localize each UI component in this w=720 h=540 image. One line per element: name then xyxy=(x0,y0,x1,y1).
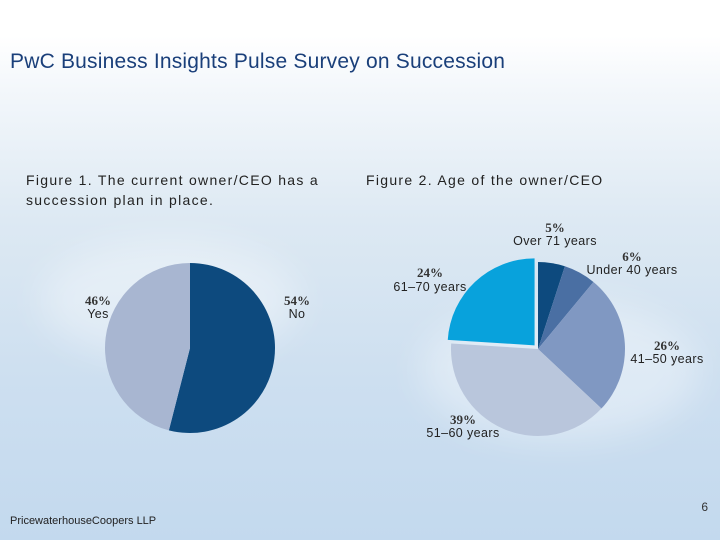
pie-slice-41-50-years xyxy=(538,281,626,409)
pie2-over71-percent-label: 5% xyxy=(545,220,565,235)
pie1-yes-label: Yes xyxy=(87,307,109,321)
figure-1-caption: Figure 1. The current owner/CEO has a su… xyxy=(26,172,319,208)
pie2-61-70-label: 61–70 years xyxy=(393,280,466,294)
pie1-no-label: No xyxy=(289,307,306,321)
pie1-yes-percent-label: 46% xyxy=(85,293,111,308)
pie-slice-61-70-years xyxy=(447,258,535,346)
pie2-over71-label: Over 71 years xyxy=(513,234,597,248)
pie2-51-60-label: 51–60 years xyxy=(426,426,499,440)
pie2-under40-percent-label: 6% xyxy=(622,249,642,264)
pie-slice-under-40-years xyxy=(538,266,594,349)
pie2-61-70-percent-label: 24% xyxy=(417,265,443,280)
page-number: 6 xyxy=(701,500,708,514)
pie-slice-no xyxy=(168,263,275,433)
pie2-41-50-percent-label: 26% xyxy=(654,338,680,353)
page-title: PwC Business Insights Pulse Survey on Su… xyxy=(10,50,506,73)
pie2-under40-label: Under 40 years xyxy=(586,263,677,277)
pie-slice-51-60-years xyxy=(450,343,602,437)
pie-slice-yes xyxy=(104,263,190,431)
pie-slice-over-71-years xyxy=(538,262,565,349)
pie-chart-owner-age xyxy=(447,258,626,437)
figure-2-caption: Figure 2. Age of the owner/CEO xyxy=(366,172,604,188)
pie2-51-60-percent-label: 39% xyxy=(450,412,476,427)
pie-chart-succession-plan xyxy=(104,263,275,433)
pie2-41-50-label: 41–50 years xyxy=(630,352,703,366)
pie1-no-percent-label: 54% xyxy=(284,293,310,308)
pie-labels: 46%Yes 54%No 5%Over 71 years 6%Under 40 yea… xyxy=(85,220,703,440)
footer-company: PricewaterhouseCoopers LLP xyxy=(10,515,157,527)
